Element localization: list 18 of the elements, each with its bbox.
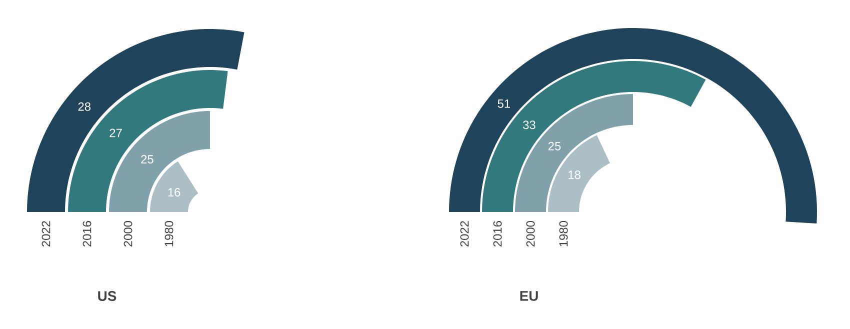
data-label: 51 [498,100,510,108]
category-label: 1980 [164,220,174,246]
data-label: 27 [110,128,122,138]
text: EU [520,291,538,301]
category-label: 2016 [82,221,92,247]
data-label: 16 [168,188,180,196]
data-label: 18 [568,170,580,179]
data-label: 25 [141,155,154,164]
category-label: 2022 [460,221,469,247]
category-label: 2000 [124,220,132,247]
category-label: 1980 [559,220,568,246]
data-label: 28 [78,102,90,111]
category-label: 2000 [526,220,535,247]
category-label: 2022 [42,221,50,247]
category-label: 2016 [493,221,502,247]
text: US [98,291,116,301]
data-label: 33 [523,120,536,130]
data-label: 25 [548,142,561,150]
